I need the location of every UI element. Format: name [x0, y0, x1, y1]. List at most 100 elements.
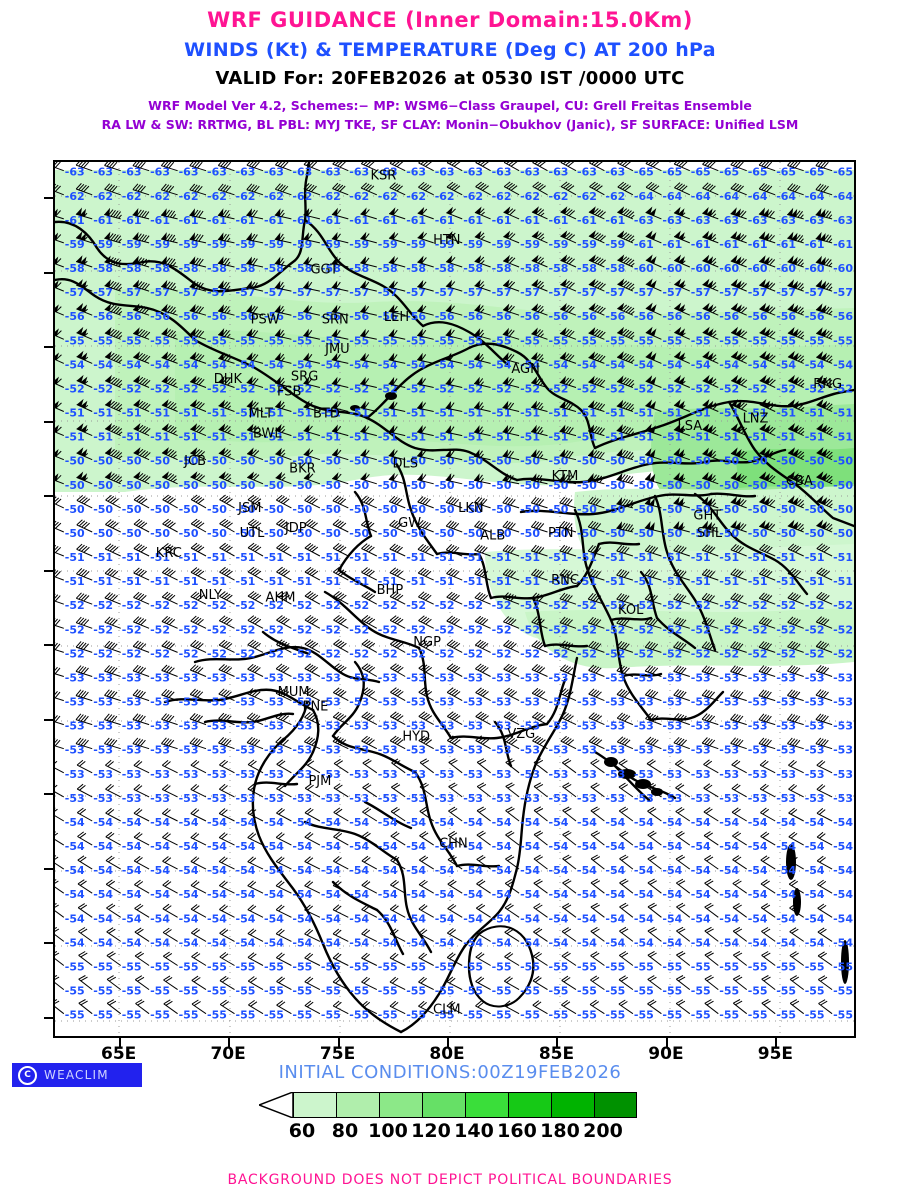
svg-text:-51: -51 — [264, 431, 284, 444]
station-code-label: GGT — [310, 263, 338, 278]
svg-text:-52: -52 — [349, 647, 369, 660]
svg-text:-52: -52 — [634, 623, 654, 636]
svg-text:-54: -54 — [577, 864, 597, 877]
svg-text:-55: -55 — [93, 961, 113, 974]
svg-text:-57: -57 — [122, 286, 142, 299]
svg-text:-54: -54 — [805, 840, 825, 853]
svg-text:-52: -52 — [321, 383, 341, 396]
svg-text:-52: -52 — [150, 647, 170, 660]
svg-text:-55: -55 — [378, 1009, 398, 1022]
weaclim-label: WEACLIM — [44, 1068, 109, 1082]
svg-text:-51: -51 — [349, 431, 369, 444]
svg-text:-53: -53 — [748, 768, 768, 781]
svg-text:-53: -53 — [691, 744, 711, 757]
svg-text:-54: -54 — [93, 864, 113, 877]
svg-text:-50: -50 — [236, 527, 256, 540]
svg-text:-53: -53 — [605, 672, 625, 685]
svg-text:-52: -52 — [122, 383, 142, 396]
svg-text:-50: -50 — [264, 503, 284, 516]
svg-text:-53: -53 — [236, 768, 256, 781]
station-code-label: SRG — [291, 370, 318, 385]
station-code-label: RNC — [551, 573, 579, 588]
svg-text:-50: -50 — [549, 455, 569, 468]
svg-text:-59: -59 — [65, 238, 85, 251]
svg-text:-55: -55 — [549, 1009, 569, 1022]
valid-time: VALID For: 20FEB2026 at 0530 IST /0000 U… — [215, 68, 685, 89]
svg-text:-55: -55 — [748, 985, 768, 998]
svg-text:-58: -58 — [150, 262, 170, 275]
svg-text:-55: -55 — [378, 961, 398, 974]
svg-text:-53: -53 — [378, 696, 398, 709]
svg-text:-52: -52 — [748, 599, 768, 612]
svg-text:-50: -50 — [406, 503, 426, 516]
svg-text:-51: -51 — [776, 431, 796, 444]
svg-text:-55: -55 — [634, 334, 654, 347]
svg-text:-51: -51 — [577, 575, 597, 588]
svg-text:-54: -54 — [93, 816, 113, 829]
svg-text:-54: -54 — [179, 936, 199, 949]
svg-text:-50: -50 — [691, 527, 711, 540]
svg-text:-54: -54 — [435, 840, 455, 853]
svg-text:-52: -52 — [236, 623, 256, 636]
colorbar-swatch — [336, 1092, 379, 1118]
svg-text:-52: -52 — [719, 599, 739, 612]
svg-text:-54: -54 — [321, 888, 341, 901]
svg-text:-53: -53 — [577, 792, 597, 805]
svg-text:-54: -54 — [520, 864, 540, 877]
svg-text:-51: -51 — [776, 575, 796, 588]
svg-text:-52: -52 — [349, 623, 369, 636]
colorbar-tick: 140 — [454, 1120, 494, 1142]
svg-text:-60: -60 — [691, 262, 711, 275]
svg-text:-52: -52 — [520, 599, 540, 612]
svg-text:-54: -54 — [605, 840, 625, 853]
svg-text:-51: -51 — [406, 575, 426, 588]
svg-text:-51: -51 — [264, 551, 284, 564]
svg-text:-50: -50 — [520, 455, 540, 468]
svg-text:-53: -53 — [520, 768, 540, 781]
x-axis-label: 75E — [319, 1044, 356, 1064]
svg-text:-53: -53 — [292, 672, 312, 685]
svg-text:-53: -53 — [492, 672, 512, 685]
svg-text:-56: -56 — [207, 310, 227, 323]
svg-text:-55: -55 — [691, 985, 711, 998]
svg-text:-56: -56 — [805, 310, 825, 323]
svg-text:-53: -53 — [207, 744, 227, 757]
svg-text:-55: -55 — [93, 1009, 113, 1022]
svg-text:-55: -55 — [634, 961, 654, 974]
station-code-label: LEH — [384, 310, 409, 325]
svg-text:-55: -55 — [435, 1009, 455, 1022]
svg-text:-58: -58 — [179, 262, 199, 275]
svg-text:-59: -59 — [463, 238, 483, 251]
svg-text:-54: -54 — [122, 912, 142, 925]
svg-text:-54: -54 — [179, 816, 199, 829]
svg-text:-59: -59 — [236, 238, 256, 251]
svg-text:-53: -53 — [719, 720, 739, 733]
svg-text:-52: -52 — [321, 623, 341, 636]
svg-text:-52: -52 — [691, 647, 711, 660]
svg-text:-54: -54 — [776, 936, 796, 949]
svg-text:-52: -52 — [236, 647, 256, 660]
svg-text:-52: -52 — [264, 599, 284, 612]
svg-text:-55: -55 — [406, 334, 426, 347]
weaclim-logo-badge[interactable]: C WEACLIM — [12, 1063, 142, 1087]
svg-text:-55: -55 — [65, 334, 85, 347]
x-axis-label: 65E — [101, 1044, 137, 1064]
svg-text:-52: -52 — [463, 647, 483, 660]
svg-text:-54: -54 — [406, 840, 426, 853]
svg-text:-50: -50 — [292, 455, 312, 468]
svg-text:-55: -55 — [748, 961, 768, 974]
svg-text:-53: -53 — [122, 696, 142, 709]
svg-text:-51: -51 — [805, 431, 825, 444]
svg-text:-54: -54 — [292, 936, 312, 949]
svg-text:-50: -50 — [492, 455, 512, 468]
svg-text:-53: -53 — [406, 744, 426, 757]
svg-text:-54: -54 — [691, 358, 711, 371]
svg-text:-52: -52 — [378, 599, 398, 612]
svg-text:-53: -53 — [236, 720, 256, 733]
svg-text:-54: -54 — [634, 816, 654, 829]
svg-text:-52: -52 — [463, 599, 483, 612]
svg-text:-50: -50 — [776, 527, 796, 540]
svg-text:-57: -57 — [691, 286, 711, 299]
svg-text:-50: -50 — [150, 455, 170, 468]
svg-text:-51: -51 — [492, 575, 512, 588]
